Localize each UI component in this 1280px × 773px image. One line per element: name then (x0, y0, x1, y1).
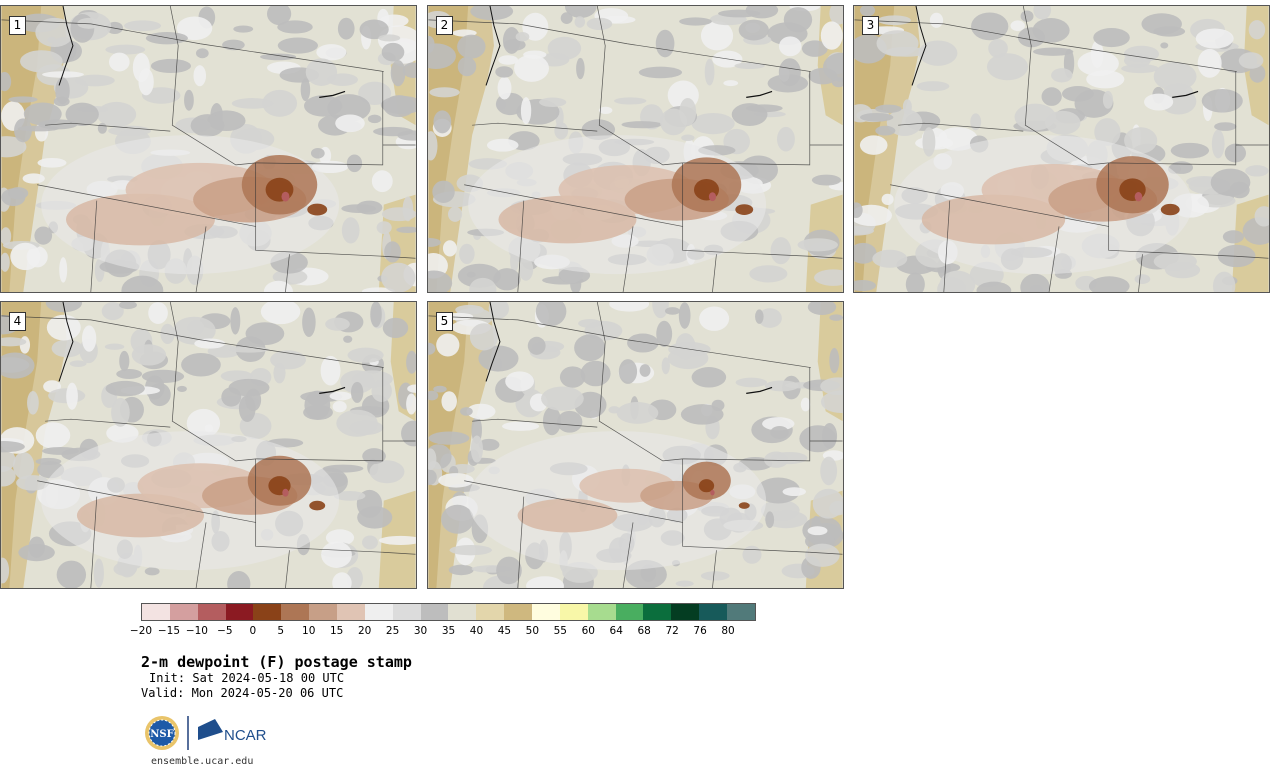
colorbar-swatch (504, 604, 533, 620)
dewpoint-map-3 (854, 6, 1269, 292)
colorbar-tick-label: 72 (665, 625, 679, 637)
dewpoint-map-4 (1, 302, 416, 588)
colorbar-swatch (225, 604, 254, 620)
init-time: Init: Sat 2024-05-18 00 UTC (149, 671, 345, 685)
dewpoint-map-1 (1, 6, 416, 292)
colorbar-tick-label: 68 (637, 625, 651, 637)
colorbar-tick-label: 35 (441, 625, 456, 637)
colorbar-swatch (587, 604, 616, 620)
colorbar-swatch (420, 604, 449, 620)
colorbar-tick-label: 15 (329, 625, 344, 637)
colorbar-swatch (699, 604, 728, 620)
colorbar-tick-label: 40 (469, 625, 484, 637)
colorbar-swatch (532, 604, 560, 620)
colorbar-swatch (309, 604, 338, 620)
member-label-3: 3 (862, 16, 879, 35)
nsf-logo-icon: NSF (145, 716, 179, 750)
svg-text:NSF: NSF (150, 729, 173, 740)
member-label-1: 1 (9, 16, 26, 35)
colorbar-swatch (253, 604, 282, 620)
colorbar-tick-label: 45 (497, 625, 512, 637)
dewpoint-colorbar (141, 603, 756, 621)
colorbar-tick-label: 5 (277, 625, 285, 637)
member-label-4: 4 (9, 312, 26, 331)
colorbar-tick-label: −5 (217, 625, 233, 637)
dewpoint-map-2 (428, 6, 843, 292)
colorbar-tick-label: 76 (693, 625, 707, 637)
member-label-5: 5 (436, 312, 453, 331)
colorbar-tick-label: 80 (721, 625, 735, 637)
ensemble-member-panel-5[interactable]: 5 (427, 301, 844, 589)
colorbar-tick-label: 25 (385, 625, 400, 637)
valid-time: Valid: Mon 2024-05-20 06 UTC (141, 686, 344, 700)
colorbar-tick-label: 60 (581, 625, 595, 637)
colorbar-swatch (727, 604, 755, 620)
colorbar-swatch (643, 604, 672, 620)
colorbar-swatch (281, 604, 310, 620)
svg-text:NCAR: NCAR (224, 727, 267, 744)
ensemble-member-panel-3[interactable]: 3 (853, 5, 1270, 293)
colorbar-tick-label: 55 (553, 625, 567, 637)
colorbar-tick-label: 50 (525, 625, 540, 637)
colorbar-tick-label: 10 (302, 625, 316, 637)
product-title: 2-m dewpoint (F) postage stamp (141, 653, 412, 671)
colorbar-tick-labels: −20 −15 −10 −5 0 5 10 15 20 25 30 35 40 45 50 55 60 64 68 7… (0, 625, 800, 639)
colorbar-tick-label: −15 (157, 625, 181, 637)
colorbar-swatch (671, 604, 700, 620)
colorbar-tick-label: 30 (413, 625, 428, 637)
colorbar-tick-label: 64 (609, 625, 623, 637)
ensemble-member-panel-4[interactable]: 4 (0, 301, 417, 589)
colorbar-tick-label: −10 (185, 625, 208, 637)
colorbar-swatch (559, 604, 588, 620)
colorbar-swatch (392, 604, 421, 620)
colorbar-tick-label: 20 (357, 625, 372, 637)
dewpoint-map-5 (428, 302, 843, 588)
nsf-ncar-logos: NSF NCAR (145, 716, 267, 750)
colorbar-swatch (337, 604, 365, 620)
colorbar-swatch (169, 604, 198, 620)
ensemble-member-panel-1[interactable]: 1 (0, 5, 417, 293)
colorbar-swatch (615, 604, 644, 620)
colorbar-tick-label: 0 (249, 625, 257, 637)
site-url[interactable]: ensemble.ucar.edu (151, 756, 254, 767)
ensemble-member-panel-2[interactable]: 2 (427, 5, 844, 293)
colorbar-swatch (476, 604, 505, 620)
colorbar-swatch (197, 604, 226, 620)
ncar-logo-icon: NCAR (198, 719, 267, 744)
member-label-2: 2 (436, 16, 453, 35)
colorbar-swatch (364, 604, 393, 620)
colorbar-tick-label: −20 (129, 625, 153, 637)
colorbar-swatch (448, 604, 477, 620)
colorbar-swatch (142, 604, 170, 620)
